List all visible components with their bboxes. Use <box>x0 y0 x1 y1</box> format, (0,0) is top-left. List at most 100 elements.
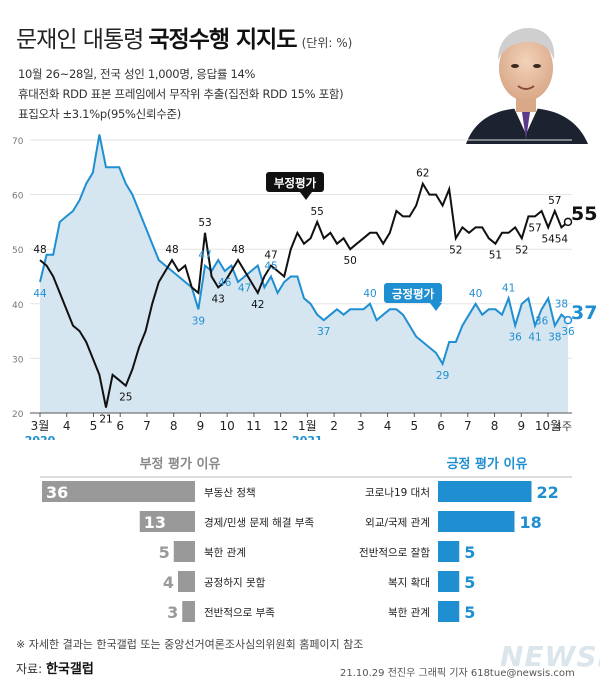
positive-data-label: 39 <box>192 315 205 327</box>
negative-bar <box>178 571 195 592</box>
negative-data-label: 50 <box>344 255 357 267</box>
negative-bar-category: 북한 관계 <box>204 547 246 559</box>
positive-area <box>40 134 568 413</box>
negative-bar-value: 4 <box>163 573 174 592</box>
negative-bar <box>182 601 195 622</box>
x-month-label: 9 <box>517 419 525 433</box>
negative-line <box>39 181 569 408</box>
positive-bar-value: 5 <box>464 573 475 592</box>
x-month-label: 4 <box>384 419 392 433</box>
title-unit: (단위: %) <box>301 36 353 50</box>
positive-bar-category: 복지 확대 <box>388 576 430 589</box>
x-month-label: 7 <box>143 419 151 433</box>
positive-data-label: 38 <box>548 332 561 344</box>
survey-meta-2: 휴대전화 RDD 표본 프레임에서 무작위 추출(집전화 RDD 15% 포함) <box>18 87 344 101</box>
negative-bar-category: 경제/민생 문제 해결 부족 <box>204 516 314 529</box>
positive-bar-value: 5 <box>464 543 475 562</box>
negative-data-label: 42 <box>251 299 264 311</box>
positive-data-label: 29 <box>436 370 449 382</box>
negative-data-label: 53 <box>198 217 211 229</box>
x-month-label: 10 <box>220 419 235 433</box>
positive-data-label: 47 <box>198 250 211 262</box>
positive-data-label: 44 <box>33 288 47 300</box>
source: 자료: 한국갤럽 <box>16 658 94 677</box>
negative-data-label: 48 <box>231 244 244 256</box>
x-month-label: 8 <box>491 419 499 433</box>
title-normal: 문재인 대통령 <box>16 27 144 53</box>
y-tick-label: 50 <box>12 246 24 256</box>
negative-data-label: 55 <box>311 206 324 218</box>
positive-bar-value: 18 <box>520 513 542 532</box>
x-month-label: 2 <box>330 419 338 433</box>
positive-bar <box>438 511 515 532</box>
positive-bar-category: 전반적으로 잘함 <box>359 547 430 559</box>
positive-bar <box>438 481 532 502</box>
negative-bar-value: 5 <box>159 543 170 562</box>
x-year-label: 2021 <box>292 434 323 440</box>
negative-last-value: 55 <box>571 203 597 225</box>
positive-series-label: 긍정평가 <box>384 283 442 311</box>
page-title: 문재인 대통령 국정수행 지지도 (단위: %) <box>16 20 352 54</box>
survey-meta-1: 10월 26~28일, 전국 성인 1,000명, 응답률 14% <box>18 67 256 81</box>
negative-data-label: 47 <box>264 250 277 262</box>
positive-bar-value: 22 <box>537 483 559 502</box>
svg-text:긍정평가: 긍정평가 <box>392 287 435 301</box>
watermark-logo: NEWSIS <box>500 640 600 673</box>
y-tick-label: 70 <box>12 137 24 147</box>
footnote: ※ 자세한 결과는 한국갤럽 또는 중앙선거여론조사심의위원회 홈페이지 참조 <box>16 638 364 651</box>
positive-data-label: 40 <box>363 288 376 300</box>
negative-bar-category: 공정하지 못함 <box>204 576 266 589</box>
positive-bar-value: 5 <box>464 603 475 622</box>
positive-data-label: 37 <box>317 326 330 338</box>
x-month-label: 4 <box>63 419 71 433</box>
source-name: 한국갤럽 <box>45 662 94 677</box>
y-tick-label: 20 <box>12 410 24 420</box>
negative-data-label: 25 <box>119 392 132 404</box>
x-month-label: 1월 <box>298 419 317 433</box>
x-year-label: 2020 <box>25 434 56 440</box>
source-prefix: 자료: <box>16 662 46 676</box>
positive-data-label: 45 <box>264 261 277 273</box>
negative-data-label: 57 <box>528 222 541 234</box>
positive-data-label: 40 <box>469 288 482 300</box>
x-month-label: 6 <box>437 419 445 433</box>
negative-last-point <box>563 217 573 227</box>
positive-last-value: 37 <box>571 302 597 324</box>
positive-bar-category: 코로나19 대처 <box>365 487 430 499</box>
negative-reasons-title: 부정 평가 이유 <box>140 456 221 472</box>
negative-data-label: 48 <box>33 244 46 256</box>
x-month-label: 9 <box>197 419 205 433</box>
positive-reasons-title: 긍정 평가 이유 <box>447 456 528 472</box>
positive-data-label: 38 <box>555 299 568 311</box>
x-month-label: 8 <box>170 419 178 433</box>
negative-bar-category: 부동산 정책 <box>204 487 256 499</box>
graphic-credit: 21.10.29 전진우 그래픽 기자 618tue@newsis.com <box>340 668 575 679</box>
negative-data-label: 52 <box>449 244 462 256</box>
svg-text:부정평가: 부정평가 <box>274 176 317 190</box>
positive-data-label: 71 <box>93 130 106 131</box>
survey-meta-3: 표집오차 ±3.1%p(95%신뢰수준) <box>18 107 181 121</box>
positive-bar <box>438 571 460 592</box>
x-month-label: 7 <box>464 419 472 433</box>
positive-data-label: 36 <box>561 326 575 338</box>
positive-line <box>39 134 569 367</box>
negative-data-label: 21 <box>99 414 112 426</box>
positive-bar <box>438 541 460 562</box>
negative-data-label: 54 <box>542 233 556 245</box>
positive-bar-category: 외교/국제 관계 <box>365 517 430 529</box>
title-bold: 국정수행 지지도 <box>148 27 297 53</box>
negative-data-label: 57 <box>548 195 561 207</box>
y-tick-label: 40 <box>12 301 24 311</box>
negative-bar-value: 36 <box>46 483 68 502</box>
negative-data-label: 52 <box>515 244 528 256</box>
positive-data-label: 41 <box>502 282 515 294</box>
negative-bar <box>173 541 195 562</box>
negative-bar <box>42 481 195 502</box>
reason-bar-charts: 부정 평가 이유 긍정 평가 이유 36 부동산 정책 13 경제/민생 문제 해결 … <box>40 456 572 622</box>
positive-bar-category: 북한 관계 <box>388 607 430 619</box>
positive-data-label: 47 <box>238 283 251 295</box>
negative-data-label: 62 <box>416 168 429 180</box>
negative-series-label: 부정평가 <box>266 172 324 200</box>
positive-bar <box>438 601 460 622</box>
